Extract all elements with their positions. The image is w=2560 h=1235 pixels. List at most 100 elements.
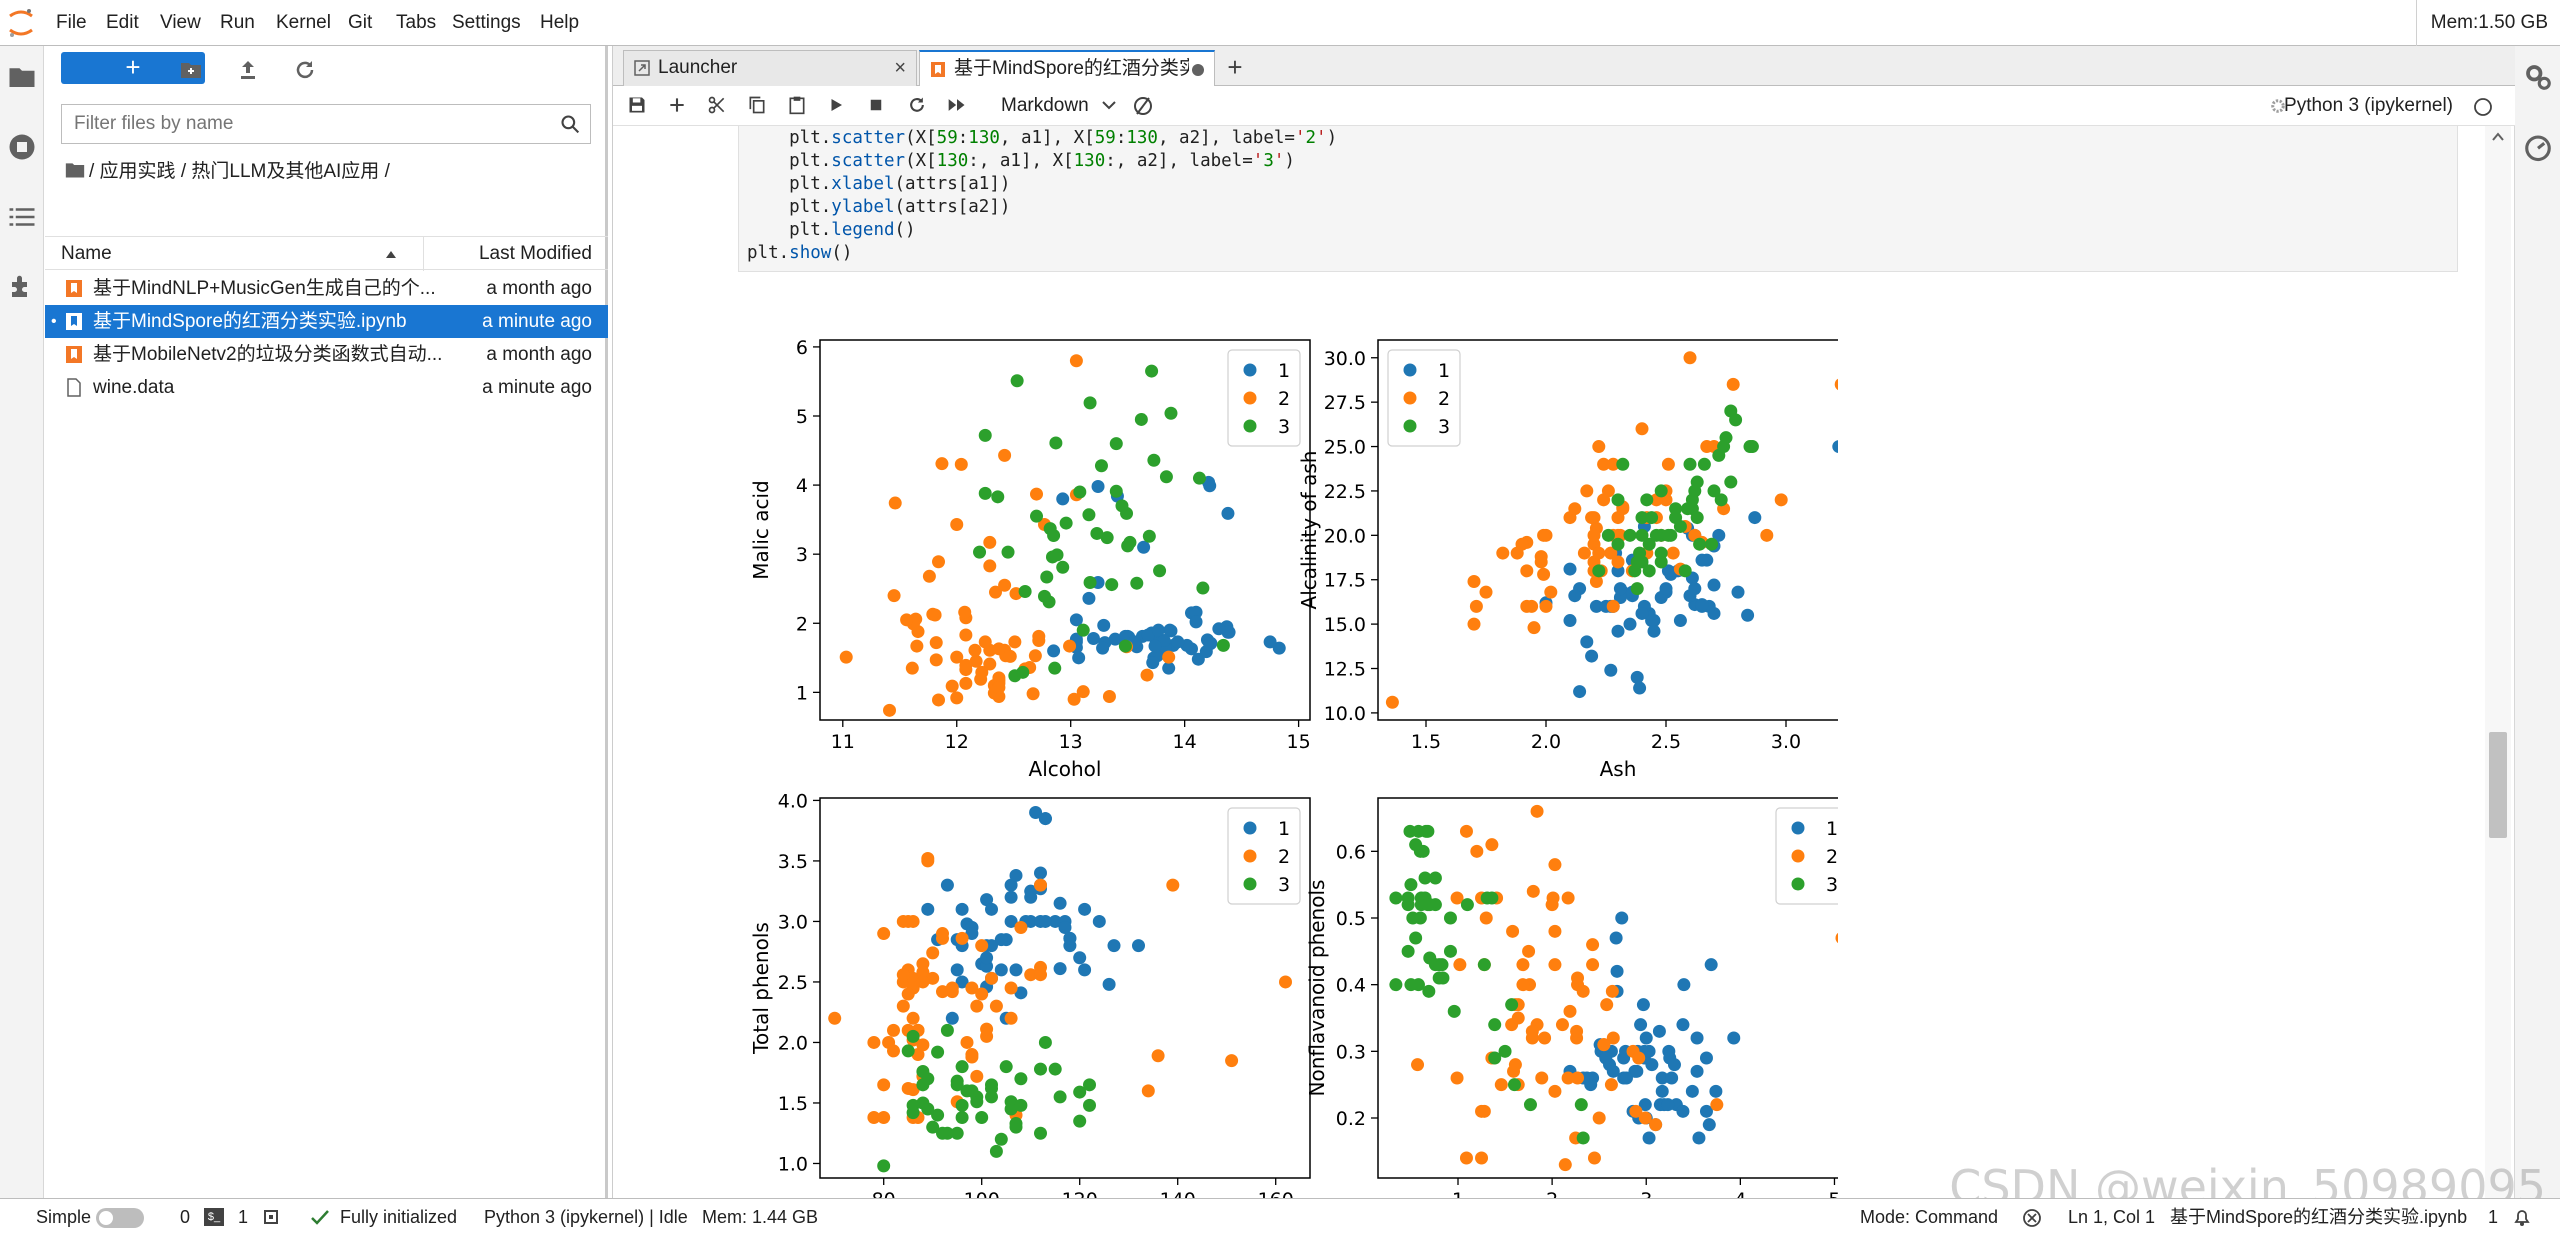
kernel-status[interactable]: Python 3 (ipykernel) | Idle	[484, 1207, 688, 1227]
no-trust-icon[interactable]	[2022, 1208, 2042, 1228]
close-icon[interactable]: ×	[894, 57, 906, 79]
file-row[interactable]: wine.data a minute ago	[45, 371, 608, 404]
data-point	[1606, 1031, 1620, 1045]
terminal-count[interactable]: 0	[180, 1207, 191, 1227]
restart-run-all-icon[interactable]	[947, 96, 967, 114]
data-point	[1004, 1102, 1018, 1116]
menu-tabs[interactable]: Tabs	[396, 12, 437, 33]
data-point	[1690, 1031, 1704, 1045]
data-point	[1443, 944, 1457, 958]
data-point	[1141, 628, 1155, 642]
file-name: 基于MindNLP+MusicGen生成自己的个...	[93, 278, 436, 299]
name-column-header[interactable]: Name	[61, 243, 112, 264]
new-tab-button[interactable]: +	[1227, 52, 1243, 82]
data-point	[998, 448, 1012, 462]
data-point	[1073, 1085, 1087, 1099]
menu-git[interactable]: Git	[348, 12, 373, 33]
data-point	[1576, 1131, 1590, 1145]
menu-settings[interactable]: Settings	[452, 12, 521, 33]
cursor-position[interactable]: Ln 1, Col 1	[2068, 1207, 2156, 1227]
copy-icon[interactable]	[747, 95, 767, 115]
bell-icon[interactable]	[2512, 1207, 2532, 1227]
filter-files-input[interactable]	[62, 105, 542, 143]
data-point	[1419, 824, 1433, 838]
y-tick-label: 27.5	[1324, 392, 1366, 414]
stop-kernel-icon[interactable]	[867, 96, 885, 114]
unsaved-dot-icon[interactable]	[1192, 64, 1204, 76]
cut-icon[interactable]	[707, 95, 727, 115]
data-point	[1162, 650, 1176, 664]
data-point	[1616, 457, 1630, 471]
data-point	[1632, 1051, 1646, 1065]
data-point	[1121, 539, 1135, 553]
table-of-contents-icon[interactable]	[7, 202, 37, 232]
data-point	[985, 939, 998, 953]
folder-icon[interactable]	[7, 62, 37, 92]
data-point	[1635, 528, 1649, 542]
data-point	[950, 1126, 964, 1140]
data-point	[1683, 351, 1697, 365]
data-point	[970, 1069, 984, 1083]
y-tick-label: 2.0	[778, 1032, 808, 1054]
data-point	[1611, 555, 1625, 569]
modified-column-header[interactable]: Last Modified	[478, 243, 592, 264]
refresh-icon[interactable]	[293, 58, 317, 82]
y-tick-label: 15.0	[1324, 614, 1366, 636]
data-point	[1570, 1024, 1584, 1038]
data-point	[1134, 412, 1148, 426]
data-point	[1479, 585, 1493, 599]
kernel-name[interactable]: Python 3 (ipykernel)	[2284, 95, 2453, 116]
file-row[interactable]: 基于MobileNetv2的垃圾分类函数式自动... a month ago	[45, 338, 608, 371]
menubar: File Edit View Run Kernel Git Tabs Settings Help…	[0, 0, 2560, 46]
upload-icon[interactable]	[236, 58, 260, 82]
data-point	[945, 985, 959, 999]
menu-run[interactable]: Run	[220, 12, 255, 33]
data-point	[1506, 924, 1520, 938]
notebook-scrollbar[interactable]	[2485, 126, 2511, 1198]
insert-cell-icon[interactable]	[667, 95, 687, 115]
breadcrumb[interactable]: / 应用实践 / 热门LLM及其他AI应用 /	[65, 154, 390, 190]
kernel-settings-icon[interactable]	[2269, 97, 2287, 115]
kernel-count[interactable]: 1	[238, 1207, 249, 1227]
data-point	[1669, 511, 1683, 525]
breadcrumb-path[interactable]: / 应用实践 / 热门LLM及其他AI应用 /	[89, 161, 390, 182]
data-point	[1526, 884, 1540, 898]
file-row[interactable]: • 基于MindSpore的红酒分类实验.ipynb a minute ago	[45, 305, 608, 338]
cell-type-select[interactable]: Markdown	[1001, 91, 1116, 121]
file-row[interactable]: 基于MindNLP+MusicGen生成自己的个... a month ago	[45, 272, 608, 305]
new-folder-icon[interactable]	[179, 58, 203, 82]
code-cell-input[interactable]: plt.scatter(X[59:130, a1], X[59:130, a2]…	[738, 126, 2458, 272]
menu-kernel[interactable]: Kernel	[276, 12, 331, 33]
y-tick-label: 3.0	[778, 911, 808, 933]
tab-launcher[interactable]: Launcher ×	[623, 50, 917, 86]
data-point	[1606, 1064, 1620, 1078]
debugger-gauge-icon[interactable]	[2523, 132, 2553, 162]
data-point	[1606, 457, 1620, 471]
data-point	[955, 1110, 969, 1124]
running-sessions-icon[interactable]	[7, 132, 37, 162]
x-tick-label: 12	[945, 731, 969, 753]
property-inspector-icon[interactable]	[2523, 62, 2553, 92]
extension-manager-icon[interactable]	[7, 272, 37, 302]
scroll-up-icon[interactable]	[2492, 132, 2504, 142]
menu-edit[interactable]: Edit	[106, 12, 139, 33]
data-point	[1548, 1084, 1562, 1098]
data-point	[1097, 618, 1111, 632]
simple-mode-toggle[interactable]	[96, 1208, 144, 1228]
restart-kernel-icon[interactable]	[907, 95, 927, 115]
x-tick-label: 2.5	[1651, 731, 1681, 753]
paste-icon[interactable]	[787, 95, 807, 115]
menu-file[interactable]: File	[56, 12, 87, 33]
scroll-thumb[interactable]	[2489, 732, 2507, 838]
data-point	[1014, 1072, 1028, 1086]
data-point	[1525, 1024, 1539, 1038]
data-point	[1586, 938, 1600, 952]
x-tick-label: 15	[1287, 731, 1311, 753]
tab-notebook[interactable]: 基于MindSpore的红酒分类实	[919, 50, 1215, 87]
data-point	[1685, 1084, 1699, 1098]
save-icon[interactable]	[627, 95, 647, 115]
menu-help[interactable]: Help	[540, 12, 580, 33]
menu-view[interactable]: View	[160, 12, 201, 33]
git-diff-icon[interactable]	[1131, 94, 1155, 118]
run-cell-icon[interactable]	[827, 96, 845, 114]
